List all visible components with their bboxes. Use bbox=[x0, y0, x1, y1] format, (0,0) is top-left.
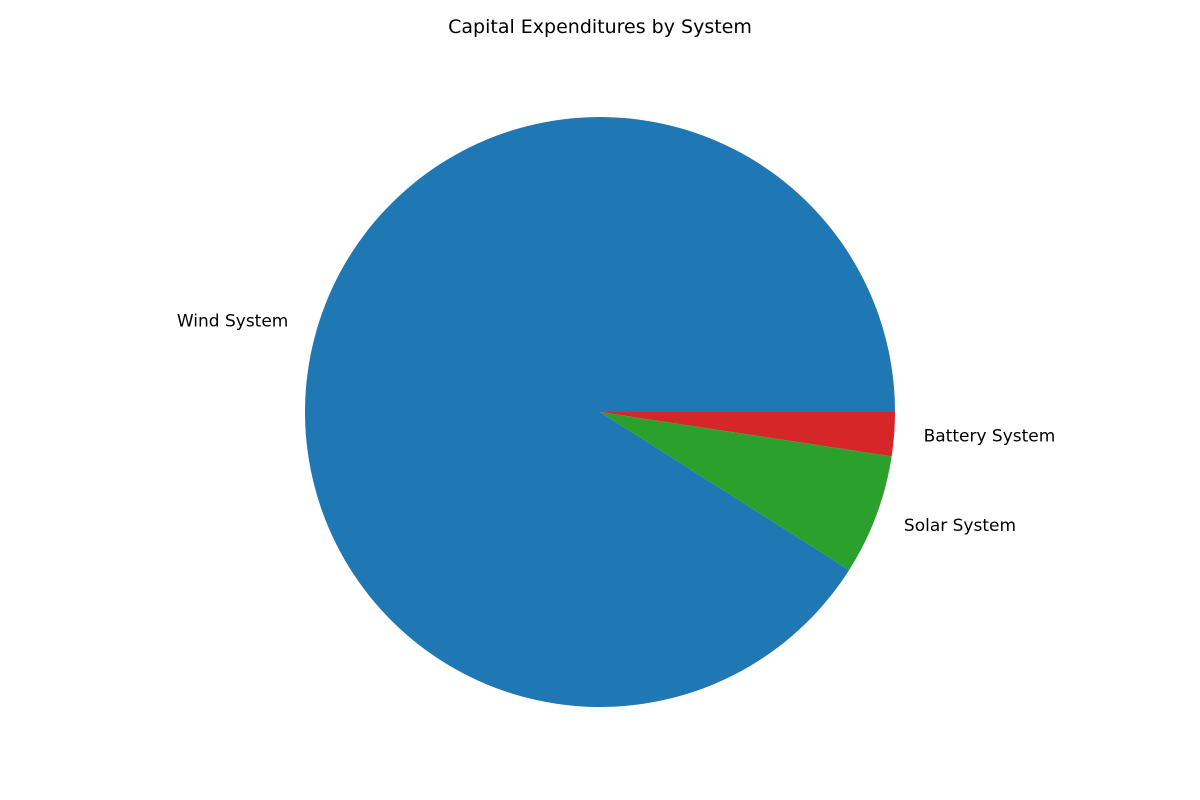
pie-label-battery-system: Battery System bbox=[924, 426, 1056, 446]
pie-slice-battery-system bbox=[600, 412, 895, 457]
pie-label-solar-system: Solar System bbox=[904, 516, 1016, 536]
pie-label-wind-system: Wind System bbox=[177, 311, 289, 331]
pie-slice-solar-system bbox=[600, 412, 892, 571]
pie-slices bbox=[305, 117, 896, 708]
chart-title: Capital Expenditures by System bbox=[448, 16, 752, 38]
pie-slice-wind-system bbox=[305, 117, 896, 708]
pie-labels: Battery System Solar System Wind System bbox=[177, 311, 1055, 535]
